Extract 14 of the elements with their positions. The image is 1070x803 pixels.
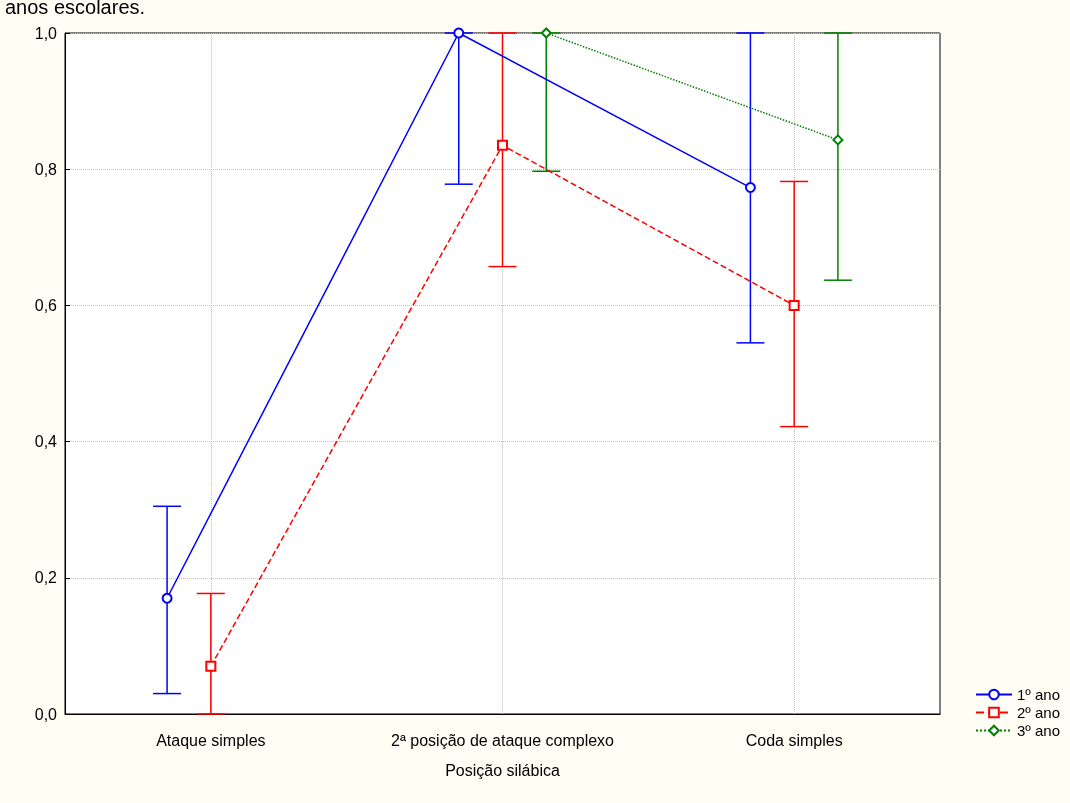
legend-label: 2º ano: [1016, 704, 1060, 721]
legend-label: 1º ano: [1016, 686, 1060, 703]
y-tick-label: 0,6: [34, 296, 58, 314]
y-tick-label: 0,2: [34, 569, 58, 587]
x-tick-label: Ataque simples: [156, 731, 266, 749]
y-tick-label: 0,8: [34, 160, 58, 178]
y-tick-label: 0,0: [34, 705, 58, 723]
x-tick-label: 2ª posição de ataque complexo: [391, 731, 615, 749]
legend-label: 3º ano: [1016, 722, 1060, 739]
chart-title: anos escolares.: [5, 0, 146, 18]
x-axis-title: Posição silábica: [445, 761, 560, 779]
y-tick-label: 1,0: [34, 24, 58, 42]
x-tick-label: Coda simples: [745, 731, 843, 749]
y-tick-label: 0,4: [34, 433, 58, 451]
